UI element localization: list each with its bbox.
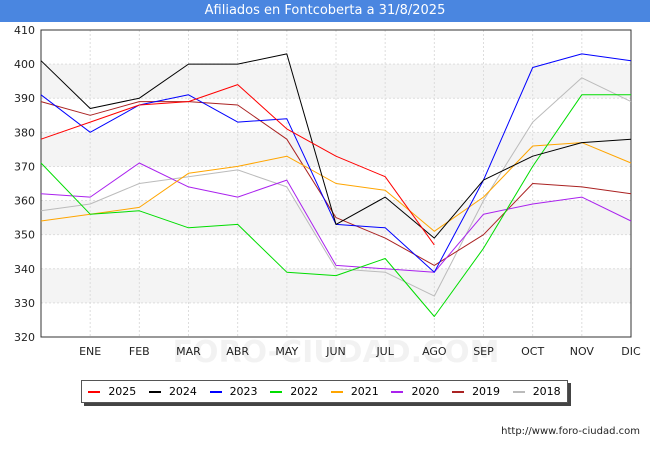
y-tick-label: 330 bbox=[14, 297, 35, 310]
y-tick-label: 410 bbox=[14, 24, 35, 37]
legend-swatch bbox=[391, 390, 404, 393]
watermark-text: FORO-CIUDAD.COM bbox=[173, 335, 500, 370]
legend-label: 2018 bbox=[532, 385, 561, 398]
legend-item-2019: 2019 bbox=[452, 385, 500, 398]
legend-label: 2024 bbox=[168, 385, 197, 398]
legend-item-2022: 2022 bbox=[270, 385, 318, 398]
series-line-2024 bbox=[40, 53, 632, 239]
legend-label: 2022 bbox=[290, 385, 319, 398]
legend-label: 2020 bbox=[411, 385, 440, 398]
x-tick-label: OCT bbox=[521, 345, 544, 358]
legend-swatch bbox=[148, 390, 161, 393]
x-tick-label: ABR bbox=[226, 345, 249, 358]
series-line-2019 bbox=[40, 101, 632, 266]
legend-item-2025: 2025 bbox=[88, 385, 136, 398]
legend-swatch bbox=[330, 390, 343, 393]
chart-title: Afiliados en Fontcoberta a 31/8/2025 bbox=[0, 0, 650, 22]
legend-label: 2021 bbox=[350, 385, 379, 398]
series-line-2022 bbox=[40, 94, 631, 317]
y-tick-label: 390 bbox=[14, 92, 35, 105]
series-line-2021 bbox=[40, 142, 632, 232]
legend-item-2021: 2021 bbox=[330, 385, 379, 398]
y-tick-label: 380 bbox=[14, 126, 35, 139]
x-tick-label: FEB bbox=[129, 345, 150, 358]
x-tick-label: MAR bbox=[176, 345, 201, 358]
y-tick-label: 370 bbox=[14, 160, 35, 173]
legend-label: 2023 bbox=[229, 385, 258, 398]
y-tick-label: 340 bbox=[14, 263, 35, 276]
x-tick-label: MAY bbox=[275, 345, 298, 358]
chart-legend: 2025 2024 2023 2022 2021 2020 2019 2018 bbox=[81, 380, 568, 403]
y-tick-label: 400 bbox=[14, 58, 35, 71]
x-tick-label: AGO bbox=[422, 345, 447, 358]
x-tick-label: NOV bbox=[570, 345, 595, 358]
x-tick-label: ENE bbox=[79, 345, 101, 358]
legend-swatch bbox=[452, 390, 465, 393]
legend-item-2020: 2020 bbox=[391, 385, 439, 398]
source-url[interactable]: http://www.foro-ciudad.com bbox=[501, 426, 640, 437]
series-line-2018 bbox=[40, 77, 632, 297]
y-tick-label: 360 bbox=[14, 195, 35, 208]
legend-swatch bbox=[88, 390, 101, 393]
legend-item-2018: 2018 bbox=[512, 385, 561, 398]
grid-band bbox=[41, 132, 631, 167]
legend-swatch bbox=[270, 390, 283, 393]
x-tick-label: DIC bbox=[621, 345, 641, 358]
legend-label: 2025 bbox=[108, 385, 137, 398]
legend-swatch bbox=[512, 390, 525, 393]
series-line-2025 bbox=[40, 84, 435, 246]
x-tick-label: JUN bbox=[325, 345, 346, 358]
plot-border bbox=[40, 29, 632, 338]
y-tick-label: 320 bbox=[14, 331, 35, 344]
y-tick-label: 350 bbox=[14, 229, 35, 242]
legend-label: 2019 bbox=[472, 385, 501, 398]
legend-swatch bbox=[209, 390, 222, 393]
series-line-2020 bbox=[40, 162, 632, 273]
grid-band bbox=[41, 268, 631, 303]
x-tick-label: JUL bbox=[375, 345, 394, 358]
x-tick-label: SEP bbox=[473, 345, 494, 358]
legend-item-2024: 2024 bbox=[148, 385, 197, 398]
grid-band bbox=[41, 64, 631, 99]
legend-item-2023: 2023 bbox=[209, 385, 258, 398]
